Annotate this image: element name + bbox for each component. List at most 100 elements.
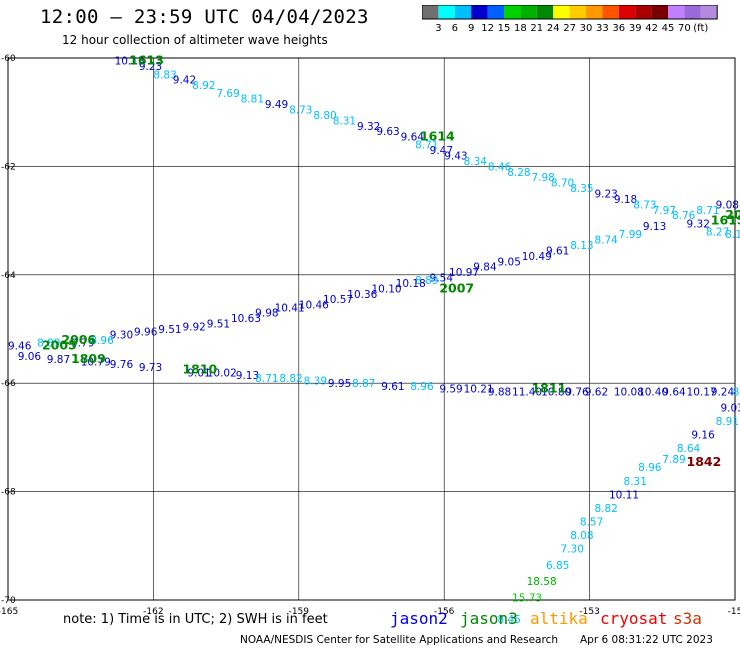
- scale-label: 24: [547, 23, 560, 34]
- scale-swatch: [487, 5, 504, 19]
- wave-height-value: 8.83: [153, 69, 176, 81]
- wave-height-value: 8.27: [706, 226, 729, 238]
- track-time-label: 2006: [61, 332, 96, 347]
- wave-height-value: 9.05: [498, 256, 521, 268]
- wave-height-value: 9.06: [18, 351, 42, 363]
- wave-height-value: 9.43: [444, 151, 467, 163]
- scale-swatch: [569, 5, 586, 19]
- wave-height-value: 8.82: [279, 373, 302, 385]
- lon-tick-label: -15: [728, 607, 740, 617]
- wave-height-value: 10.41: [275, 302, 305, 314]
- wave-height-value: 7.69: [216, 88, 239, 100]
- track-time-label: 2005: [42, 337, 77, 352]
- wave-height-value: 8.39: [304, 375, 327, 387]
- wave-height-value: 8.62: [733, 386, 740, 398]
- scale-label: 9: [468, 23, 474, 34]
- wave-height-value: 8.87: [352, 378, 375, 390]
- legend-jason3: jason3: [460, 609, 518, 628]
- wave-height-value: 8.46: [488, 161, 512, 173]
- wave-height-value: 8.57: [580, 516, 603, 528]
- wave-height-value: 9.32: [687, 218, 710, 230]
- wave-height-value: 10.17: [687, 386, 717, 398]
- wave-height-value: 9.01: [187, 367, 210, 379]
- wave-height-value: 18.58: [527, 576, 557, 588]
- track-time-label: 2007: [439, 280, 474, 295]
- wave-height-value: 9.46: [8, 340, 32, 352]
- page-title: 12:00 — 23:59 UTC 04/04/2023: [40, 6, 369, 28]
- scale-swatch: [520, 5, 537, 19]
- wave-height-value: 10.02: [207, 367, 237, 379]
- scale-label: 27: [563, 23, 576, 34]
- track-time-label: 1615: [711, 213, 740, 228]
- lat-tick-label: -68: [1, 488, 16, 498]
- track-time-label: 1614: [420, 129, 455, 144]
- wave-height-value: 9.54: [430, 273, 454, 285]
- wave-height-value: 11.40: [512, 386, 542, 398]
- scale-swatch: [504, 5, 521, 19]
- track-time-label: 1810: [182, 362, 217, 377]
- track-time-label: 1613: [129, 53, 164, 68]
- scale-swatch: [553, 5, 570, 19]
- legend-altika: altika: [530, 609, 588, 628]
- wave-height-value: 9.13: [643, 221, 666, 233]
- wave-height-value: 9.63: [376, 126, 399, 138]
- wave-height-value: 9.18: [614, 194, 637, 206]
- page-subtitle: 12 hour collection of altimeter wave hei…: [62, 33, 328, 47]
- scale-label: 33: [596, 23, 609, 34]
- scale-label: 21: [530, 23, 543, 34]
- wave-height-value: 10.97: [449, 267, 479, 279]
- color-scale-legend: 3 6 9 12 15 18 21 24 27 30 33 36 39 42 45 70 (ft): [422, 5, 718, 34]
- wave-height-value: 10.11: [609, 489, 639, 501]
- wave-height-value: 9.13: [236, 370, 259, 382]
- scale-swatch: [700, 5, 718, 19]
- scale-swatch: [471, 5, 488, 19]
- generation-timestamp: Apr 6 08:31:22 UTC 2023: [580, 634, 713, 646]
- lon-tick-label: -165: [0, 607, 18, 617]
- wave-height-value: 10.40: [638, 386, 668, 398]
- scale-swatch: [438, 5, 455, 19]
- scale-swatch: [602, 5, 619, 19]
- wave-height-value: 6.85: [546, 560, 569, 572]
- wave-height-value: 8.73: [289, 104, 312, 116]
- track-time-label: 1842: [687, 454, 722, 469]
- lat-tick-label: -60: [1, 54, 16, 64]
- scale-swatch: [586, 5, 603, 19]
- wave-height-value: 8.89: [37, 338, 60, 350]
- wave-height-value: 8.96: [410, 381, 434, 393]
- scale-swatch: [536, 5, 554, 19]
- scale-label: (ft): [693, 23, 708, 34]
- wave-height-value: 9.61: [546, 245, 569, 257]
- wave-height-value: 10.13: [115, 56, 145, 68]
- wave-height-value: 9.23: [594, 189, 617, 201]
- scale-label: 70: [678, 23, 691, 34]
- wave-height-value: 8.31: [624, 476, 647, 488]
- wave-height-value: 9.73: [139, 362, 162, 374]
- wave-height-value: 9.76: [565, 386, 589, 398]
- wave-height-value: 7.89: [662, 454, 685, 466]
- wave-height-value: 9.30: [110, 329, 133, 341]
- wave-height-value: 8.96: [90, 335, 114, 347]
- wave-height-value: 8.73: [633, 199, 656, 211]
- wave-height-value: 8.31: [333, 115, 356, 127]
- wave-height-value: 8.08: [570, 530, 593, 542]
- lat-tick-label: -70: [1, 596, 16, 606]
- wave-height-value: 8.70: [551, 178, 574, 190]
- wave-height-value: 9.96: [134, 327, 158, 339]
- wave-height-value: 9.98: [255, 308, 278, 320]
- wave-height-value: 10.57: [323, 294, 353, 306]
- wave-height-value: 10.49: [522, 251, 552, 263]
- legend-jason2: jason2: [390, 609, 448, 628]
- wave-height-value: 8.15: [725, 229, 740, 241]
- wave-height-value: 9.49: [265, 99, 288, 111]
- wave-height-value: 10.79: [81, 357, 111, 369]
- wave-height-value: 8.74: [594, 235, 618, 247]
- scale-swatch: [668, 5, 685, 19]
- wave-height-value: 9.64: [401, 132, 425, 144]
- wave-height-value: 9.03: [720, 403, 740, 415]
- wave-height-value: 8.76: [672, 210, 696, 222]
- scale-label: 12: [481, 23, 494, 34]
- wave-height-value: 9.16: [691, 430, 715, 442]
- credit-text: NOAA/NESDIS Center for Satellite Applica…: [240, 634, 558, 646]
- wave-height-value: 9.64: [662, 386, 686, 398]
- scale-swatch: [651, 5, 668, 19]
